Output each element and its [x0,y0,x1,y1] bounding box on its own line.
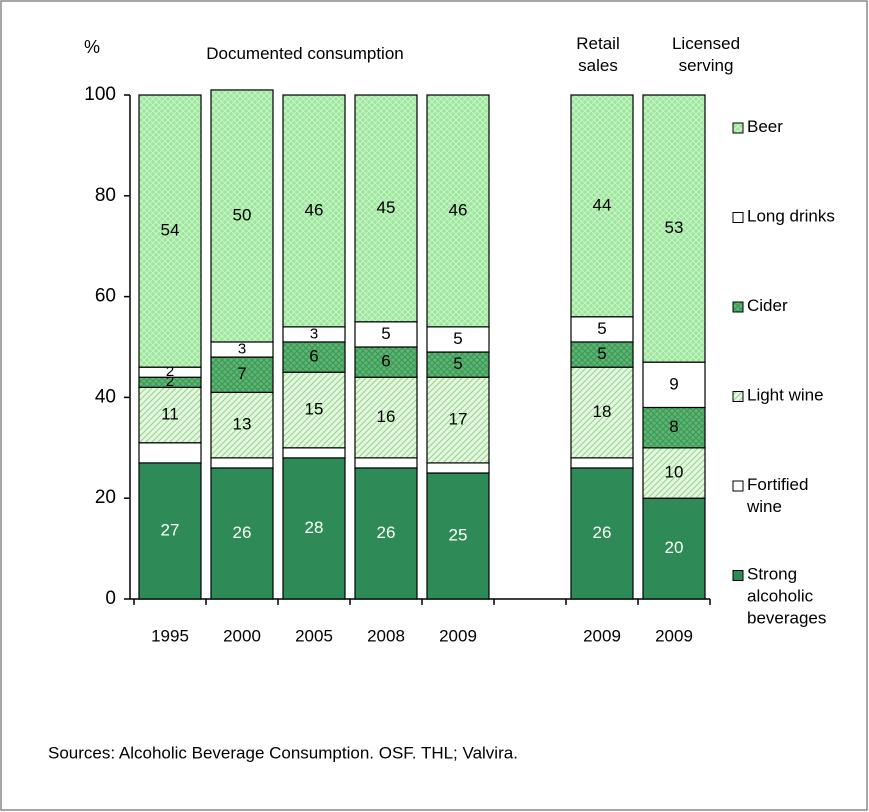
data-label: 46 [449,200,468,219]
data-label: 28 [305,518,324,537]
bar-segment [138,94,202,368]
data-label: 5 [597,344,606,363]
legend-label: Cider [747,296,788,315]
bar-segment [426,462,490,474]
legend-swatch [732,301,744,313]
bar-segment [210,457,274,469]
y-tick-label: 40 [95,386,116,407]
y-tick-label: 0 [105,588,116,609]
bar-segment [354,457,418,469]
data-label: 53 [665,218,684,237]
y-tick-label: 80 [95,185,116,206]
bar-segment [138,442,202,464]
data-label: 11 [161,405,179,424]
data-label: 50 [233,205,252,224]
data-label: 5 [381,324,390,343]
legend-swatch [732,391,744,402]
bar-segment [570,94,634,318]
data-label: 26 [233,523,252,542]
bar-segment [282,371,346,449]
data-label: 3 [238,340,246,357]
data-label: 6 [309,347,318,366]
data-label: 13 [233,415,252,434]
data-label: 6 [381,352,390,371]
data-label: 16 [377,407,396,426]
bar-segment [426,376,490,464]
data-label: 27 [161,520,180,539]
data-label: 5 [453,354,462,373]
bar-segment [426,351,490,378]
data-label: 25 [449,525,468,544]
data-label: 5 [453,329,462,348]
bar-segment [210,467,274,600]
legend-label: Light wine [747,386,824,405]
bar-segment [570,341,634,368]
x-tick-label: 2009 [439,626,477,645]
data-label: 10 [665,462,684,481]
x-tick-label: 2009 [583,626,621,645]
x-tick-label: 1995 [151,626,189,645]
bar-segment [354,346,418,378]
data-label: 26 [593,523,612,542]
legend-swatch [732,212,744,223]
legend-swatch [732,480,744,492]
x-tick-label: 2009 [655,626,693,645]
data-label: 20 [665,538,684,557]
data-label: 5 [597,319,606,338]
legend-label: Beer [747,117,783,136]
bar-segment [570,366,634,459]
bar-segment [282,457,346,600]
bar-segment [282,94,346,328]
y-tick-label: 20 [95,487,116,508]
legend-label: Strong alcoholic beverages [747,565,826,628]
data-label: 3 [310,325,318,342]
bar-segment [354,94,418,323]
legend-swatch [732,570,744,581]
y-tick-label: 60 [95,286,116,307]
bar-segment [570,457,634,469]
bar-segment [426,94,490,328]
y-axis-label: % [84,37,100,57]
bar-segment [642,406,706,449]
data-label: 9 [669,374,678,393]
bar-segment [570,467,634,600]
data-label: 18 [593,402,612,421]
data-label: 26 [377,523,396,542]
source-note: Sources: Alcoholic Beverage Consumption.… [48,743,518,762]
bar-segment [642,94,706,363]
x-tick-label: 2005 [295,626,333,645]
data-label: 44 [593,195,612,214]
legend-swatch [732,122,744,134]
data-label: 54 [161,221,180,240]
data-label: 8 [669,417,678,436]
group-label: Licensed serving [672,34,740,75]
bar-segment [210,391,274,459]
x-tick-label: 2008 [367,626,405,645]
data-label: 15 [305,399,324,418]
legend-label: Long drinks [747,207,835,226]
bar-segment [138,462,202,600]
bar-segment [282,447,346,459]
group-label: Retail sales [576,34,619,75]
bar-segment [642,447,706,499]
legend-label: Fortified wine [746,475,808,516]
group-label: Documented consumption [206,44,404,63]
data-label: 2 [166,373,174,390]
bar-segment [210,89,274,343]
data-label: 46 [305,200,324,219]
bar-segment [282,341,346,373]
data-label: 45 [377,198,396,217]
bar-segment [354,376,418,459]
bar-segment [210,356,274,393]
bar-segment [642,497,706,600]
data-label: 7 [237,364,246,383]
data-label: 17 [449,410,468,429]
x-tick-label: 2000 [223,626,261,645]
bar-segment [354,467,418,600]
bar-segment [570,316,634,343]
y-tick-label: 100 [84,84,116,105]
bar-segment [354,321,418,348]
data-label: 2 [166,363,174,380]
